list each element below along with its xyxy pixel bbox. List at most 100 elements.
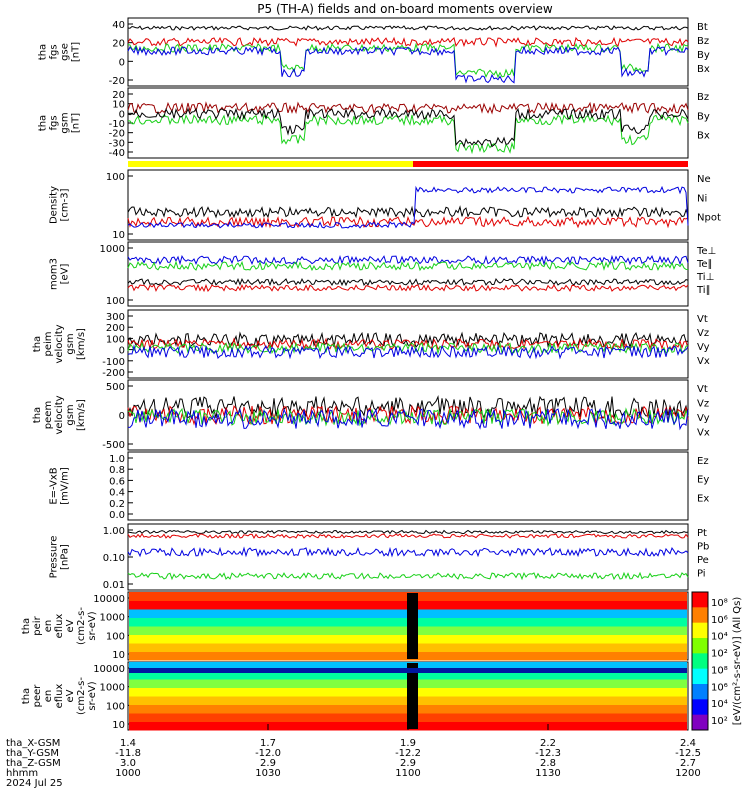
panel-efield: 1.00.80.60.40.20.0 E=-VxB [mV/m] Ez Ey Ex xyxy=(49,451,709,521)
panel-pressure: 1.00 0.10 0.01 Pressure [nPa] Pt Pb Pe Pi xyxy=(49,523,709,591)
legend-bz: Bz xyxy=(697,92,709,103)
y-axis-label: gsm xyxy=(60,112,71,133)
y-axis-label: en xyxy=(43,690,54,703)
legend-vz: Vz xyxy=(697,399,709,410)
y-axis-label: tha xyxy=(32,336,43,352)
y-axis-label: [eV] xyxy=(60,264,71,285)
npot-trace xyxy=(127,185,689,229)
y-tick-label: -20 xyxy=(109,129,125,140)
y-axis-label: sr-eV) xyxy=(87,681,98,710)
y-axis-label: (cm2-s- xyxy=(76,607,87,645)
y-axis-label: en xyxy=(43,620,54,633)
legend-bx: Bx xyxy=(697,64,710,75)
y-tick-label: 0.01 xyxy=(103,580,125,591)
ephemeris-row-label: tha_Y-GSM xyxy=(6,748,59,759)
y-axis-label: [nPa] xyxy=(60,544,71,570)
colorbar-segment xyxy=(692,653,708,670)
y-axis-label: peem xyxy=(43,401,54,429)
colorbar: 10⁸ 10⁶ 10⁴ 10² 10⁸ 10⁶ 10⁴ 10² [eV/(cm²-s-sr-eV… xyxy=(691,591,743,731)
ephemeris-value: 2.7 xyxy=(680,758,696,769)
y-tick-label: 0 xyxy=(119,109,125,120)
y-axis-label: eV xyxy=(65,619,76,632)
panel-frame xyxy=(127,309,689,379)
ephemeris-value: 3.0 xyxy=(120,758,136,769)
legend-ti∥: Ti∥ xyxy=(696,285,711,296)
legend-te⊥: Te⊥ xyxy=(696,246,716,257)
legend-vz: Vz xyxy=(697,328,709,339)
ephemeris-row-label: hhmm xyxy=(6,768,38,779)
ephemeris-value: 1200 xyxy=(675,768,700,779)
legend-pe: Pe xyxy=(697,555,709,566)
colorbar-tick: 10⁸ xyxy=(711,665,728,676)
y-tick-label: 0.4 xyxy=(109,488,125,499)
ephemeris-row-label: tha_X-GSM xyxy=(6,738,60,749)
legend-ey: Ey xyxy=(697,475,709,486)
y-tick-label: 10000 xyxy=(93,664,125,675)
y-axis-label: gsm xyxy=(65,404,76,425)
y-axis-label: [nT] xyxy=(71,42,82,62)
pi-trace xyxy=(127,546,689,558)
legend-npot: Npot xyxy=(697,213,721,224)
ephemeris-value: 1130 xyxy=(535,768,560,779)
legend-vt: Vt xyxy=(697,384,708,395)
panel-peem: 500 0 -500 tha peem velocity gsm [km/s] Vt Vz Vy Vx xyxy=(32,379,710,451)
pb-trace xyxy=(127,533,689,540)
y-axis-label: velocity xyxy=(54,324,65,363)
colorbar-segment xyxy=(692,684,708,700)
vx-trace xyxy=(127,407,689,431)
bz-trace xyxy=(127,101,689,115)
panel-frame xyxy=(127,451,689,521)
y-tick-label: -10 xyxy=(109,119,125,130)
y-axis-label: Density xyxy=(49,186,60,224)
y-axis-label: sr-eV) xyxy=(87,611,98,640)
y-axis-label: gsm xyxy=(65,333,76,354)
y-tick-label: 300 xyxy=(106,312,125,323)
y-axis-label: tha xyxy=(38,115,49,131)
status-bar-red xyxy=(413,161,688,167)
by-trace xyxy=(127,42,689,79)
y-tick-label: 100 xyxy=(106,172,125,183)
panel-peir: 10000 1000 100 10 tha peir en eflux eV (cm2-s-sr-… xyxy=(21,591,689,661)
y-axis-label: tha xyxy=(21,688,32,704)
y-tick-label: 1000 xyxy=(100,244,125,255)
ephemeris-value: 2.9 xyxy=(400,758,416,769)
legend-vy: Vy xyxy=(697,342,710,353)
y-tick-label: 40 xyxy=(112,20,125,31)
data-gap xyxy=(407,663,418,729)
ephemeris-row-label: 2024 Jul 25 xyxy=(6,778,63,789)
colorbar-segment xyxy=(692,607,708,624)
y-tick-label: 500 xyxy=(106,382,125,393)
y-axis-label: [nT] xyxy=(71,113,82,133)
colorbar-label: [eV/(cm²-s-sr-eV)] (All Qs) xyxy=(732,597,743,726)
y-axis-label: eV xyxy=(65,689,76,702)
ephemeris-value: 2.4 xyxy=(680,738,696,749)
vt-trace xyxy=(127,395,689,419)
y-tick-label: 1000 xyxy=(100,683,125,694)
y-tick-label: 0.10 xyxy=(103,553,125,564)
colorbar-tick: 10⁸ xyxy=(711,598,728,609)
y-axis-label: [km/s] xyxy=(76,328,87,360)
legend-te∥: Te∥ xyxy=(696,259,713,270)
y-tick-label: -200 xyxy=(102,368,125,379)
panel-peer: 10000 1000 100 10 tha peer en eflux eV (cm2-s-sr-… xyxy=(21,661,689,731)
colorbar-tick: 10² xyxy=(711,716,728,727)
panel-frame xyxy=(127,17,689,87)
y-axis-label: tha xyxy=(32,407,43,423)
colorbar-segment xyxy=(692,714,708,731)
noise-band xyxy=(129,668,687,673)
legend-pb: Pb xyxy=(697,542,709,553)
y-tick-label: -100 xyxy=(102,357,125,368)
legend-bx: Bx xyxy=(697,131,710,142)
y-axis-label: mom3 xyxy=(49,258,60,290)
tepar-trace xyxy=(127,277,689,287)
legend-ez: Ez xyxy=(697,456,709,467)
legend-by: By xyxy=(697,50,710,61)
y-axis-label: (cm2-s- xyxy=(76,677,87,715)
y-tick-label: 100 xyxy=(106,296,125,307)
y-tick-label: 0.8 xyxy=(109,465,125,476)
ephemeris-value: -11.8 xyxy=(115,748,141,759)
legend-vx: Vx xyxy=(697,356,710,367)
ephemeris-value: 1000 xyxy=(115,768,140,779)
y-axis-label: eflux xyxy=(54,684,65,709)
